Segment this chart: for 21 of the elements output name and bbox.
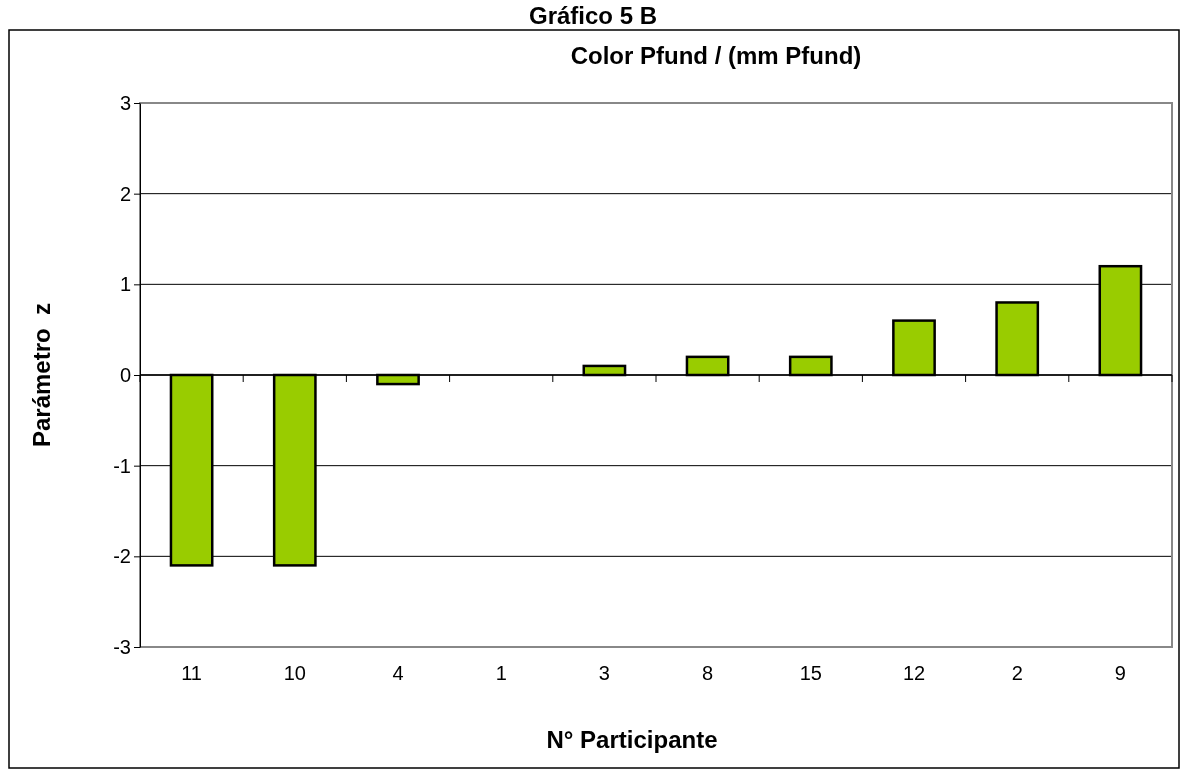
x-tick-label: 2 [1011, 662, 1023, 684]
x-tick-label: 8 [702, 662, 714, 684]
y-tick-label: 0 [119, 363, 131, 386]
x-tick-label: 4 [392, 662, 404, 684]
chart-title: Gráfico 5 B [528, 2, 658, 29]
x-tick-label: 1 [495, 662, 507, 684]
x-tick-label: 10 [283, 662, 306, 684]
x-tick-label: 15 [799, 662, 822, 684]
y-tick-label: 3 [119, 91, 131, 114]
x-tick-label: 3 [598, 662, 610, 684]
y-tick-label: -1 [113, 454, 131, 477]
x-axis-title: N° Participante [546, 726, 718, 753]
x-tick-label: 12 [902, 662, 926, 684]
y-tick-label: -3 [113, 635, 131, 658]
y-tick-label: -2 [113, 545, 131, 568]
y-axis-title: Parámetro z [28, 302, 55, 448]
x-tick-label: 11 [181, 662, 202, 684]
x-tick-label: 9 [1114, 662, 1126, 684]
y-tick-label: 1 [119, 273, 131, 296]
chart-subtitle: Color Pfund / (mm Pfund) [570, 42, 862, 69]
y-tick-label: 2 [119, 182, 131, 205]
